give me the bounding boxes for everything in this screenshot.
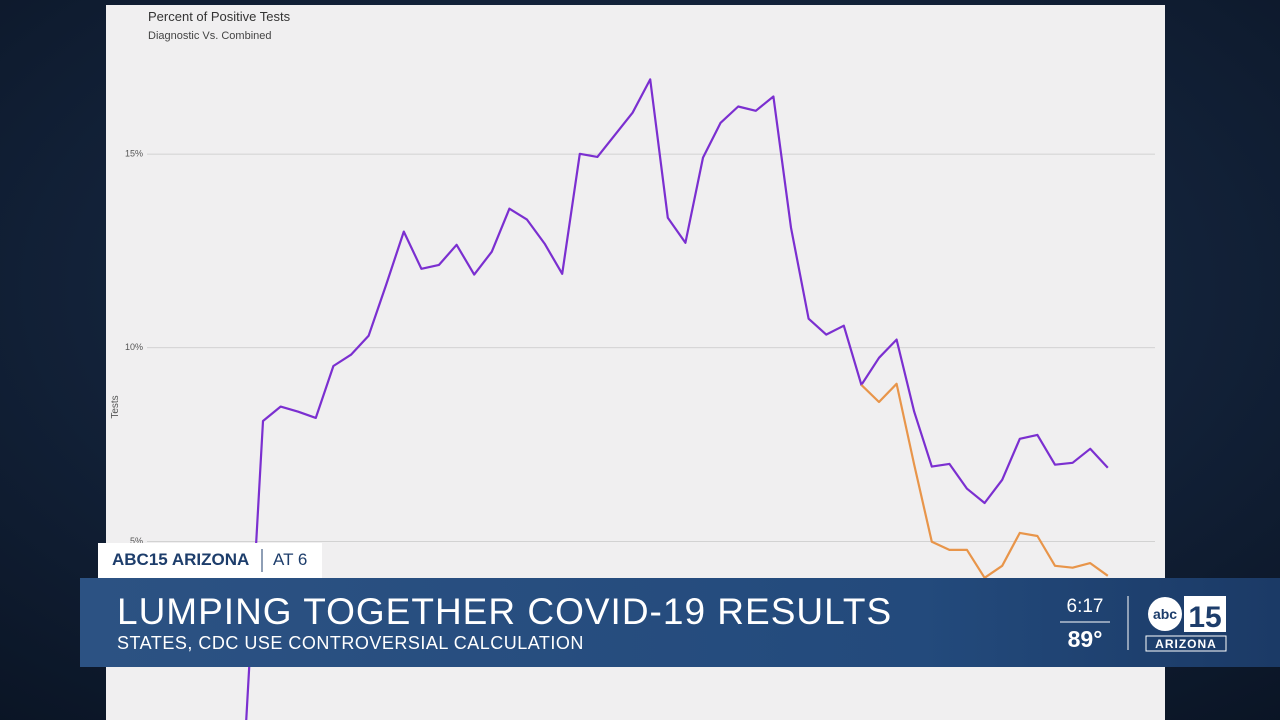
series-line [860,382,1109,579]
chart-title: Percent of Positive Tests [148,9,291,24]
y-tick-label: 5% [130,536,143,546]
series-line [245,78,1109,720]
time: 6:17 [1067,596,1104,617]
logo-channel: 15 [1188,601,1221,634]
tab [98,543,322,588]
station-label: ABC15 ARIZONA [112,550,249,569]
show-label: AT 6 [273,550,307,569]
y-tick-label: 10% [125,342,143,352]
y-tick-label: 15% [125,149,143,159]
logo-region: ARIZONA [1155,637,1217,651]
subheadline: STATES, CDC USE CONTROVERSIAL CALCULATIO… [117,633,584,653]
temperature: 89° [1068,626,1103,652]
logo-network: abc [1153,606,1177,622]
logo-box [1184,596,1226,632]
chart-subtitle: Diagnostic Vs. Combined [148,30,272,42]
y-axis-label: Tests [110,395,121,418]
plot: 5% 10% 15% [125,78,1155,720]
logo-circle [1148,597,1182,631]
logo-region-box [1145,635,1227,652]
headline: LUMPING TOGETHER COVID-19 RESULTS [117,591,892,632]
